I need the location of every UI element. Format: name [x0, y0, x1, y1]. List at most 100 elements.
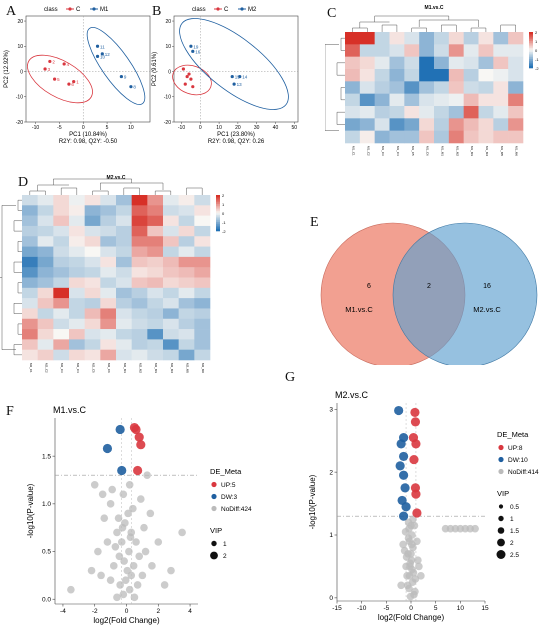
- legend-marker: [498, 456, 504, 463]
- column-label: M1_M4: [485, 146, 489, 156]
- heatmap-cell: [147, 308, 164, 320]
- heatmap-cell: [116, 349, 132, 361]
- data-point: [230, 74, 234, 79]
- heatmap-cell: [404, 44, 420, 57]
- venn-count-left: 6: [367, 283, 371, 290]
- heatmap-cell: [194, 298, 211, 309]
- heatmap-cell: [22, 205, 38, 216]
- x-tick-label: 50: [291, 125, 297, 131]
- data-point: [407, 540, 416, 549]
- confidence-ellipse: [179, 18, 289, 110]
- data-point: [409, 454, 419, 465]
- heatmap-cell: [448, 130, 464, 144]
- heatmap-cell: [345, 44, 361, 57]
- data-point: [411, 489, 421, 499]
- data-point: [394, 405, 404, 416]
- column-label: M2_C5: [92, 363, 96, 373]
- heatmap-cell: [69, 298, 85, 309]
- heatmap-cell: [37, 339, 54, 350]
- scale-swatch: [216, 225, 220, 228]
- size-legend-marker: [498, 515, 504, 522]
- data-point: [400, 483, 410, 493]
- data-point: [136, 440, 146, 450]
- heatmap-cell: [178, 308, 195, 320]
- scale-swatch: [529, 59, 533, 62]
- heatmap-cell: [116, 236, 132, 247]
- heatmap-cell: [69, 225, 85, 237]
- scale-swatch: [529, 48, 533, 51]
- heatmap-cell: [131, 298, 148, 309]
- heatmap-cell: [163, 256, 179, 268]
- heatmap-cell: [22, 298, 38, 309]
- heatmap-cell: [178, 246, 195, 258]
- heatmap-cell: [463, 56, 479, 70]
- heatmap-cell: [478, 93, 494, 107]
- heatmap-cell: [147, 349, 164, 361]
- heatmap-cell: [53, 225, 70, 237]
- data-point: [87, 566, 96, 575]
- size-legend-label: 1: [510, 516, 514, 523]
- data-point: [409, 515, 417, 524]
- heatmap-cell: [22, 349, 38, 361]
- data-point: [411, 439, 421, 449]
- point-label: 12: [105, 52, 111, 57]
- heatmap-cell: [178, 277, 195, 289]
- size-legend-marker: [496, 550, 506, 559]
- heatmap-cell: [359, 118, 375, 131]
- heatmap-cell: [359, 81, 375, 94]
- heatmap-cell: [37, 225, 54, 237]
- column-label: M2_C4: [76, 363, 80, 373]
- heatmap-cell: [131, 329, 148, 340]
- y-tick-label: 0: [329, 595, 333, 602]
- legend-marker: [498, 468, 504, 475]
- y-tick-label: -10: [164, 95, 171, 101]
- data-point: [67, 585, 75, 594]
- heatmap-cell: [147, 318, 164, 330]
- scale-swatch: [216, 220, 220, 223]
- column-label: M2_M2: [139, 363, 143, 373]
- x-axis-label: log2(Fold Change): [93, 616, 160, 625]
- heatmap-cell: [434, 106, 450, 119]
- heatmap-cell: [163, 349, 179, 361]
- heatmap-cell: [22, 215, 38, 227]
- heatmap-cell: [116, 267, 132, 278]
- point-label: 10: [100, 54, 106, 59]
- heatmap-cell: [404, 81, 420, 94]
- point-label: 11: [100, 44, 105, 49]
- heatmap-cell: [508, 32, 524, 45]
- heatmap-cell: [131, 277, 148, 289]
- heatmap-cell: [69, 329, 85, 340]
- data-point: [185, 74, 189, 79]
- heatmap-cell: [463, 32, 479, 45]
- data-point: [116, 581, 124, 589]
- heatmap-cell: [22, 225, 38, 237]
- data-point: [146, 509, 155, 518]
- heatmap-cell: [194, 277, 211, 289]
- x-tick-label: -5: [57, 125, 62, 131]
- heatmap-cell: [194, 339, 211, 350]
- heatmap-cell: [389, 56, 405, 70]
- column-label: M1_M6: [515, 146, 519, 156]
- heatmap-cell: [100, 287, 117, 299]
- heatmap-cell: [69, 349, 85, 361]
- size-legend-marker: [211, 540, 217, 547]
- heatmap-cell: [434, 32, 450, 45]
- data-point: [106, 500, 115, 508]
- heatmap-cell: [69, 267, 85, 278]
- legend-marker: [92, 7, 96, 11]
- heatmap-cell: [194, 349, 211, 361]
- heatmap-cell: [147, 287, 164, 299]
- heatmap-cell: [434, 56, 450, 70]
- data-point: [399, 451, 409, 462]
- data-point: [125, 480, 134, 489]
- heatmap-cell: [448, 106, 464, 119]
- heatmap-cell: [69, 246, 85, 258]
- heatmap-cell: [345, 93, 361, 107]
- heatmap-cell: [463, 93, 479, 107]
- scale-tick-label: 1: [535, 39, 538, 44]
- dendrogram-branches: [0, 199, 22, 356]
- heatmap-cell: [37, 287, 54, 299]
- data-point: [406, 559, 415, 568]
- heatmap-cell: [163, 339, 179, 350]
- data-point: [238, 74, 242, 79]
